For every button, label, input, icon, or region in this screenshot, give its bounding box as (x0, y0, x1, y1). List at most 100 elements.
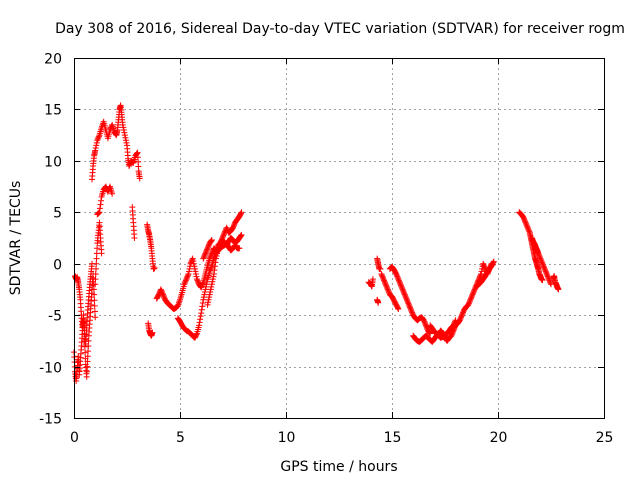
data-point (426, 329, 433, 336)
axis-ticks: 0 5 10 15 20 25 -15 -10 -5 0 5 10 15 20 (39, 52, 613, 447)
data-point (379, 274, 386, 281)
data-point (548, 281, 554, 288)
data-point (198, 284, 205, 291)
data-point (92, 281, 99, 288)
data-point (216, 242, 223, 249)
data-point (380, 276, 387, 283)
data-point (198, 310, 205, 317)
data-point (98, 197, 105, 204)
data-point (402, 294, 409, 301)
data-point (92, 276, 99, 283)
data-point (95, 210, 102, 217)
data-point (459, 310, 466, 317)
data-point (213, 255, 220, 262)
data-point (470, 289, 477, 295)
data-point (547, 280, 554, 286)
data-point (193, 273, 200, 280)
x-tick-label: 10 (278, 430, 296, 446)
data-point (382, 281, 389, 288)
data-point (403, 296, 410, 303)
data-point (195, 278, 202, 285)
data-point (237, 232, 244, 239)
data-point (185, 271, 192, 277)
data-point (131, 235, 138, 241)
data-point (536, 253, 543, 259)
data-point (199, 303, 206, 310)
data-point (83, 368, 90, 375)
data-point (186, 265, 193, 272)
data-point (92, 265, 99, 272)
data-point (84, 363, 91, 370)
data-point (189, 256, 196, 263)
data-point (126, 161, 133, 168)
data-point (207, 286, 214, 293)
data-point (420, 317, 427, 324)
data-point (230, 223, 237, 230)
data-point (158, 287, 165, 294)
data-point (183, 276, 190, 283)
grid (74, 58, 604, 418)
data-point (398, 282, 405, 289)
y-tick-label: -5 (48, 309, 62, 325)
data-point (81, 343, 88, 350)
data-point (465, 301, 472, 308)
data-point (206, 291, 213, 298)
x-tick-label: 5 (176, 430, 185, 446)
data-point (545, 274, 552, 281)
data-point (522, 218, 529, 225)
data-point (157, 286, 164, 293)
data-point (460, 309, 467, 316)
y-tick-label: 10 (44, 155, 62, 171)
data-point (400, 289, 407, 295)
data-point (394, 304, 401, 311)
data-point (90, 286, 97, 293)
data-point (375, 299, 382, 306)
data-point (191, 263, 198, 270)
data-point (409, 309, 416, 316)
data-point (220, 231, 227, 238)
data-point (490, 259, 497, 266)
data-point (176, 298, 183, 305)
data-point (452, 318, 459, 325)
data-point (408, 307, 415, 313)
data-point (403, 295, 410, 302)
data-point (95, 134, 102, 141)
data-point (236, 245, 243, 252)
data-point (404, 298, 411, 304)
data-point (193, 276, 200, 283)
data-point (384, 285, 391, 292)
data-point (457, 316, 464, 322)
data-point (216, 241, 223, 248)
data-point (448, 331, 455, 338)
data-point (93, 142, 100, 149)
data-point (468, 294, 475, 301)
data-point (122, 134, 129, 141)
data-point (91, 291, 98, 298)
data-point (210, 273, 217, 280)
data-point (401, 290, 408, 297)
data-point (204, 245, 211, 252)
data-point (407, 304, 414, 311)
data-point (209, 276, 216, 283)
data-point (84, 353, 91, 360)
data-point (192, 268, 199, 275)
data-point (217, 238, 224, 245)
data-point (378, 272, 385, 279)
data-point (208, 237, 215, 244)
y-tick-label: 15 (44, 103, 62, 119)
data-point (199, 300, 206, 307)
data-point (212, 259, 219, 266)
data-point (478, 271, 485, 277)
data-point (535, 251, 542, 258)
data-point (182, 277, 189, 284)
data-point (218, 236, 225, 243)
data-point (196, 319, 203, 326)
data-point (202, 286, 209, 293)
data-point (451, 319, 458, 326)
data-point (93, 139, 100, 146)
data-point (542, 267, 549, 274)
data-point (215, 245, 222, 252)
data-point (205, 242, 212, 249)
data-point (199, 281, 206, 288)
data-point (204, 246, 211, 253)
